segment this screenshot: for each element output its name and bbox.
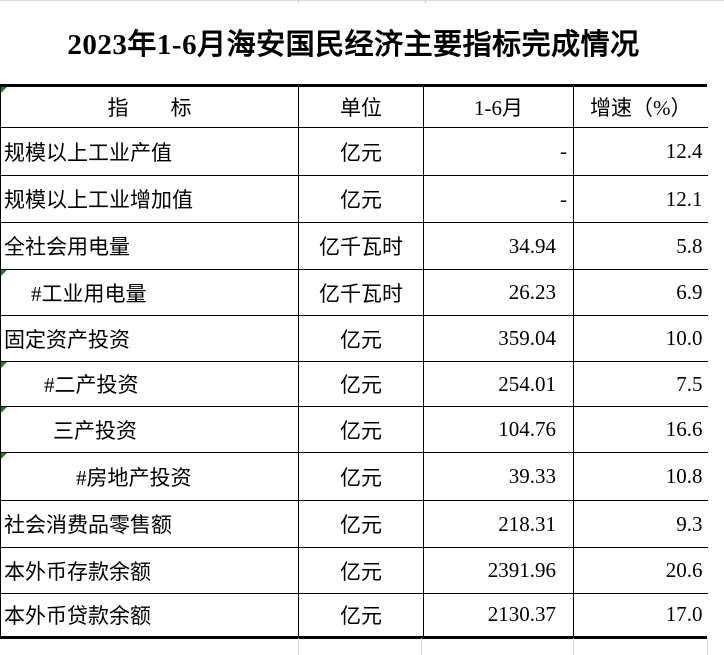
cell-growth[interactable]: 7.5 bbox=[573, 361, 708, 407]
error-indicator-icon bbox=[1, 453, 7, 459]
table-row: 固定资产投资 亿元 359.04 10.0 bbox=[0, 315, 708, 362]
table-row: 本外币存款余额 亿元 2391.96 20.6 bbox=[0, 547, 708, 594]
cell-indicator[interactable]: #房地产投资 bbox=[0, 452, 299, 501]
title-cell[interactable]: 2023年1-6月海安国民经济主要指标完成情况 bbox=[0, 2, 707, 82]
cell-unit[interactable]: 亿元 bbox=[298, 547, 424, 594]
cell-value[interactable]: 359.04 bbox=[423, 315, 574, 362]
cell-indicator[interactable]: 本外币存款余额 bbox=[0, 547, 299, 594]
cell-growth[interactable]: 12.1 bbox=[573, 175, 708, 223]
cell-growth[interactable]: 17.0 bbox=[573, 593, 708, 636]
cell-indicator[interactable]: 规模以上工业增加值 bbox=[0, 175, 299, 223]
cell-value[interactable]: 254.01 bbox=[423, 361, 574, 407]
cell-unit[interactable]: 亿元 bbox=[298, 127, 424, 176]
error-indicator-icon bbox=[1, 87, 7, 93]
cell-indicator[interactable]: 规模以上工业产值 bbox=[0, 127, 299, 176]
cell-value[interactable]: 26.23 bbox=[423, 269, 574, 316]
error-indicator-icon bbox=[1, 270, 7, 276]
gridline-below bbox=[573, 638, 574, 655]
cell-indicator[interactable]: 社会消费品零售额 bbox=[0, 500, 299, 548]
cell-value[interactable]: 218.31 bbox=[423, 500, 574, 548]
error-indicator-icon bbox=[1, 362, 7, 368]
cell-unit[interactable]: 亿元 bbox=[298, 406, 424, 453]
cell-unit[interactable]: 亿元 bbox=[298, 315, 424, 362]
header-row: 指 标 单位 1-6月 增速（%） bbox=[0, 87, 708, 128]
cell-growth[interactable]: 10.8 bbox=[573, 452, 708, 501]
table-row: 规模以上工业产值 亿元 -12.4 bbox=[0, 127, 708, 176]
cell-unit[interactable]: 亿千瓦时 bbox=[298, 222, 424, 270]
cell-value[interactable]: 2391.96 bbox=[423, 547, 574, 594]
header-label-period: 1-6月 bbox=[474, 96, 523, 120]
table-row: #工业用电量 亿千瓦时 26.23 6.9 bbox=[0, 269, 708, 316]
cell-unit[interactable]: 亿元 bbox=[298, 361, 424, 407]
table-row: 规模以上工业增加值 亿元 -12.1 bbox=[0, 175, 708, 223]
cell-growth[interactable]: 10.0 bbox=[573, 315, 708, 362]
cell-value[interactable]: 39.33 bbox=[423, 452, 574, 501]
table-row: 社会消费品零售额 亿元 218.31 9.3 bbox=[0, 500, 708, 548]
cell-growth[interactable]: 16.6 bbox=[573, 406, 708, 453]
cell-indicator[interactable]: 三产投资 bbox=[0, 406, 299, 453]
table-row: 全社会用电量 亿千瓦时 34.94 5.8 bbox=[0, 222, 708, 270]
cell-indicator[interactable]: #二产投资 bbox=[0, 361, 299, 407]
table-row: 三产投资 亿元 104.76 16.6 bbox=[0, 406, 708, 453]
indicators-table: 指 标 单位 1-6月 增速（%） 规模以上工业产值 亿元 -12.4 规模以上工业增… bbox=[0, 87, 708, 636]
header-cell-unit[interactable]: 单位 bbox=[298, 87, 424, 128]
header-label-unit: 单位 bbox=[340, 96, 382, 120]
header-cell-indicator[interactable]: 指 标 bbox=[0, 87, 299, 128]
cell-indicator[interactable]: 全社会用电量 bbox=[0, 222, 299, 270]
cell-unit[interactable]: 亿元 bbox=[298, 452, 424, 501]
cell-unit[interactable]: 亿千瓦时 bbox=[298, 269, 424, 316]
cell-unit[interactable]: 亿元 bbox=[298, 175, 424, 223]
gridline-tick bbox=[298, 0, 299, 3]
gridline-tick bbox=[425, 0, 426, 3]
header-cell-growth[interactable]: 增速（%） bbox=[573, 87, 708, 128]
header-cell-period[interactable]: 1-6月 bbox=[423, 87, 574, 128]
table-row: #二产投资 亿元 254.01 7.5 bbox=[0, 361, 708, 407]
cell-growth[interactable]: 6.9 bbox=[573, 269, 708, 316]
table-wrap: 指 标 单位 1-6月 增速（%） 规模以上工业产值 亿元 -12.4 规模以上工业增… bbox=[0, 84, 708, 639]
cell-unit[interactable]: 亿元 bbox=[298, 593, 424, 636]
cell-growth[interactable]: 5.8 bbox=[573, 222, 708, 270]
cell-unit[interactable]: 亿元 bbox=[298, 500, 424, 548]
cell-indicator[interactable]: #工业用电量 bbox=[0, 269, 299, 316]
cell-indicator[interactable]: 本外币贷款余额 bbox=[0, 593, 299, 636]
cell-value[interactable]: - bbox=[423, 175, 574, 223]
page-title: 2023年1-6月海安国民经济主要指标完成情况 bbox=[67, 29, 640, 61]
header-label-indicator: 指 标 bbox=[107, 96, 192, 120]
error-indicator-icon bbox=[1, 407, 7, 413]
cell-growth[interactable]: 12.4 bbox=[573, 127, 708, 176]
gridline-below bbox=[707, 638, 708, 655]
gridline-top bbox=[0, 0, 724, 1]
cell-indicator[interactable]: 固定资产投资 bbox=[0, 315, 299, 362]
cell-growth[interactable]: 9.3 bbox=[573, 500, 708, 548]
gridline-below bbox=[298, 638, 299, 655]
cell-growth[interactable]: 20.6 bbox=[573, 547, 708, 594]
table-row: #房地产投资 亿元 39.33 10.8 bbox=[0, 452, 708, 501]
table-body: 规模以上工业产值 亿元 -12.4 规模以上工业增加值 亿元 -12.1 全社会用电量 亿千瓦… bbox=[0, 127, 708, 636]
cell-value[interactable]: 104.76 bbox=[423, 406, 574, 453]
cell-value[interactable]: 2130.37 bbox=[423, 593, 574, 636]
cell-value[interactable]: 34.94 bbox=[423, 222, 574, 270]
cell-value[interactable]: - bbox=[423, 127, 574, 176]
table-row: 本外币贷款余额 亿元 2130.37 17.0 bbox=[0, 593, 708, 636]
gridline-below bbox=[421, 638, 422, 655]
header-label-growth: 增速（%） bbox=[590, 96, 692, 120]
